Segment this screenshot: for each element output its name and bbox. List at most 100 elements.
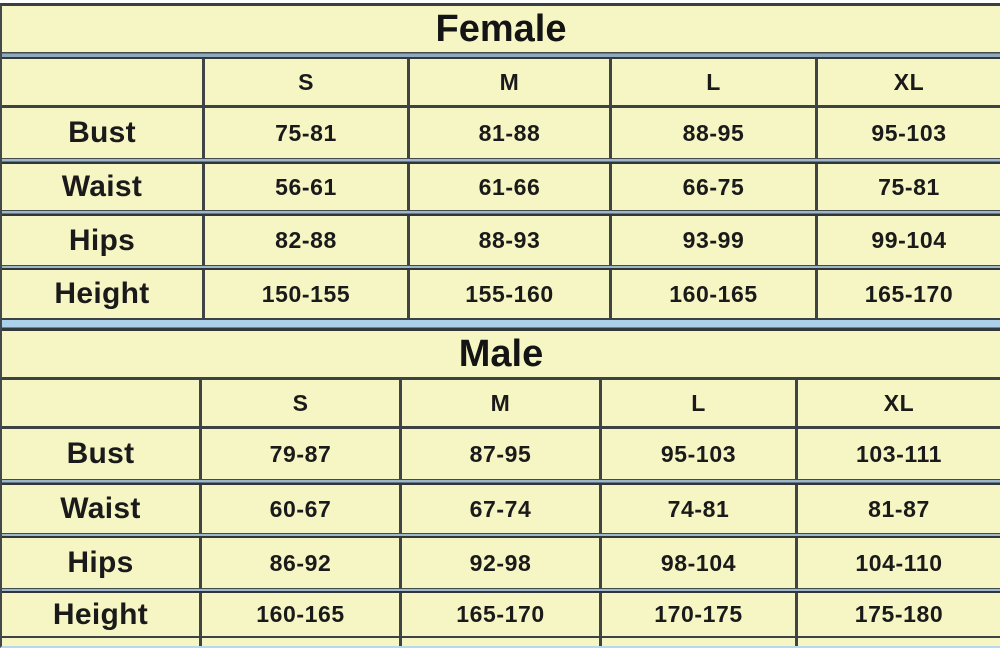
female-title-separator — [2, 52, 1000, 59]
size-value-cell: 81-87 — [795, 485, 1000, 533]
male-height-xl: 175-180 — [854, 601, 944, 627]
female-header-xl-label: XL — [893, 68, 925, 95]
female-height-l: 160-165 — [669, 280, 758, 307]
separator — [2, 588, 1000, 593]
female-column-header-l: L — [609, 59, 815, 105]
row-label-cell: Hips — [2, 538, 199, 588]
female-height-m: 155-160 — [465, 280, 554, 307]
female-bust-label: Bust — [68, 116, 136, 149]
male-header-m-label: M — [490, 389, 511, 416]
male-hips-s: 86-92 — [269, 549, 332, 576]
male-row-bust: Bust 79-87 87-95 95-103 103-111 — [2, 429, 1000, 479]
size-value-cell: 175-180 — [795, 593, 1000, 636]
female-hips-m: 88-93 — [478, 227, 541, 253]
female-column-header-xl: XL — [815, 59, 1000, 105]
female-height-xl: 165-170 — [864, 280, 954, 307]
female-corner-cell — [2, 59, 202, 105]
male-header-s-label: S — [292, 389, 309, 416]
bottom-strip-cell — [199, 638, 399, 646]
size-chart-sheet: Female S M L XL Bust 75-81 81-88 88-95 9… — [0, 3, 1000, 648]
row-label-cell: Waist — [2, 485, 199, 533]
female-table-title-row: Female — [2, 6, 1000, 52]
male-bust-l: 95-103 — [660, 440, 737, 467]
separator — [2, 377, 1000, 380]
female-bust-m: 81-88 — [478, 119, 541, 146]
size-value-cell: 95-103 — [599, 429, 795, 479]
size-value-cell: 56-61 — [202, 164, 407, 210]
size-value-cell: 79-87 — [199, 429, 399, 479]
male-waist-l: 74-81 — [667, 495, 730, 522]
male-header-xl-label: XL — [883, 389, 915, 416]
size-value-cell: 150-155 — [202, 270, 407, 318]
size-value-cell: 74-81 — [599, 485, 795, 533]
size-value-cell: 160-165 — [199, 593, 399, 636]
male-hips-label: Hips — [67, 546, 134, 579]
separator — [2, 265, 1000, 270]
male-height-l: 170-175 — [654, 601, 743, 627]
female-column-header-s: S — [202, 59, 407, 105]
male-bust-s: 79-87 — [269, 440, 332, 467]
male-row-waist: Waist 60-67 67-74 74-81 81-87 — [2, 485, 1000, 533]
separator — [2, 636, 1000, 638]
male-bust-xl: 103-111 — [855, 440, 943, 467]
male-waist-xl: 81-87 — [868, 495, 930, 522]
size-value-cell: 88-95 — [609, 108, 815, 158]
bottom-strip — [2, 638, 1000, 646]
male-row-height: Height 160-165 165-170 170-175 175-180 — [2, 593, 1000, 636]
female-row-bust: Bust 75-81 81-88 88-95 95-103 — [2, 108, 1000, 158]
female-bust-l: 88-95 — [682, 119, 745, 146]
size-value-cell: 87-95 — [399, 429, 599, 479]
female-waist-label: Waist — [61, 170, 143, 203]
female-waist-m: 61-66 — [478, 173, 541, 200]
female-hips-label: Hips — [68, 223, 136, 257]
size-value-cell: 98-104 — [599, 538, 795, 588]
size-value-cell: 92-98 — [399, 538, 599, 588]
bottom-strip-cell — [2, 638, 199, 646]
male-column-header-l: L — [599, 380, 795, 426]
separator — [2, 533, 1000, 538]
female-header-s-label: S — [298, 68, 314, 95]
separator — [2, 426, 1000, 429]
male-waist-m: 67-74 — [469, 495, 532, 522]
size-value-cell: 66-75 — [609, 164, 815, 210]
size-value-cell: 165-170 — [815, 270, 1000, 318]
male-column-header-xl: XL — [795, 380, 1000, 426]
female-height-label: Height — [54, 277, 150, 310]
separator — [2, 105, 1000, 108]
size-value-cell: 67-74 — [399, 485, 599, 533]
female-hips-l: 93-99 — [682, 227, 745, 253]
size-value-cell: 93-99 — [609, 216, 815, 265]
size-value-cell: 82-88 — [202, 216, 407, 265]
size-value-cell: 81-88 — [407, 108, 609, 158]
separator — [2, 210, 1000, 216]
size-value-cell: 99-104 — [815, 216, 1000, 265]
separator — [2, 158, 1000, 164]
male-waist-label: Waist — [60, 492, 141, 525]
female-header-m-label: M — [499, 68, 520, 95]
row-label-cell: Bust — [2, 108, 202, 158]
size-value-cell: 103-111 — [795, 429, 1000, 479]
male-waist-s: 60-67 — [269, 495, 332, 522]
male-corner-cell — [2, 380, 199, 426]
male-hips-l: 98-104 — [660, 549, 737, 576]
female-column-header-m: M — [407, 59, 609, 105]
size-value-cell: 155-160 — [407, 270, 609, 318]
male-column-header-s: S — [199, 380, 399, 426]
male-header-l-label: L — [691, 389, 706, 416]
male-table-title: Male — [458, 333, 544, 375]
female-header-row: S M L XL — [2, 59, 1000, 105]
female-bust-xl: 95-103 — [871, 119, 947, 146]
male-height-m: 165-170 — [456, 601, 545, 627]
size-value-cell: 88-93 — [407, 216, 609, 265]
male-hips-m: 92-98 — [469, 549, 532, 576]
female-waist-l: 66-75 — [682, 173, 745, 200]
bottom-strip-cell — [399, 638, 599, 646]
female-row-hips: Hips 82-88 88-93 93-99 99-104 — [2, 216, 1000, 265]
row-label-cell: Height — [2, 270, 202, 318]
male-height-label: Height — [52, 597, 149, 631]
male-bust-label: Bust — [66, 437, 135, 470]
size-value-cell: 86-92 — [199, 538, 399, 588]
size-value-cell: 60-67 — [199, 485, 399, 533]
bottom-strip-cell — [795, 638, 1000, 646]
